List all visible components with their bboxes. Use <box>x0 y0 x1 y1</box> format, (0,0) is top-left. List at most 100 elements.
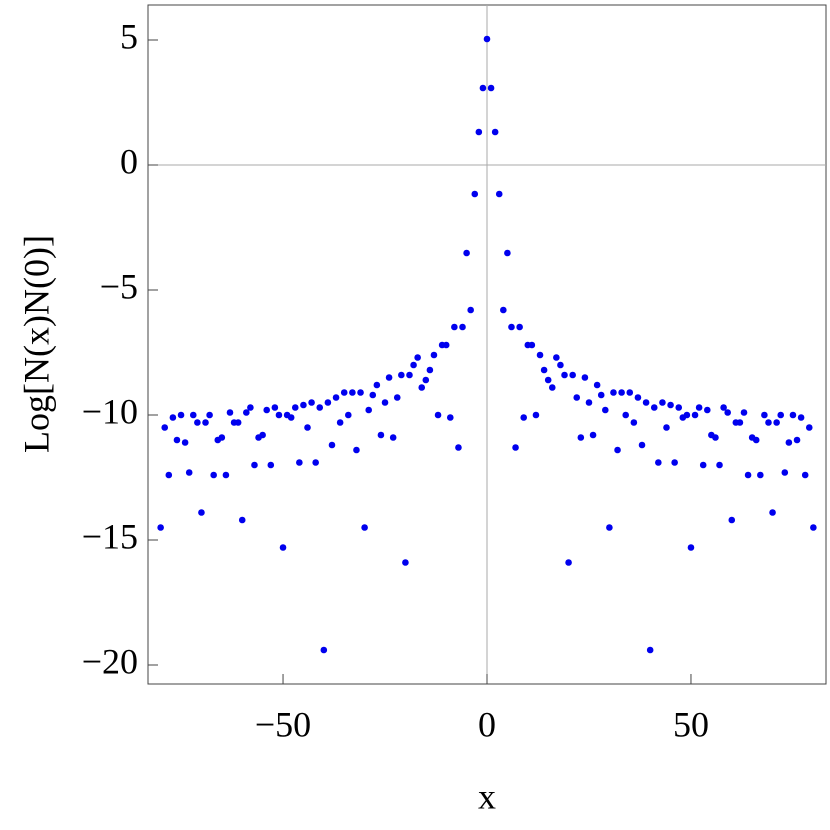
point <box>589 431 597 439</box>
y-tick-label: −10 <box>82 391 138 431</box>
point <box>675 404 683 411</box>
point <box>610 389 617 396</box>
point <box>194 419 201 426</box>
point <box>296 459 303 466</box>
point <box>381 399 389 406</box>
point <box>642 399 650 406</box>
point <box>446 414 454 421</box>
point <box>544 376 552 384</box>
point <box>475 128 483 136</box>
point <box>500 306 507 314</box>
point <box>740 409 748 416</box>
point <box>271 404 279 411</box>
point <box>385 374 393 381</box>
point <box>797 414 805 421</box>
point <box>455 444 462 451</box>
point <box>406 371 413 379</box>
point <box>508 323 515 331</box>
point <box>553 354 560 361</box>
point <box>316 404 324 411</box>
point <box>357 389 364 396</box>
point <box>442 341 450 349</box>
point <box>291 404 299 411</box>
point <box>667 401 674 409</box>
point <box>491 128 499 136</box>
point <box>630 419 638 426</box>
point <box>340 389 348 396</box>
point <box>691 411 699 419</box>
point <box>226 409 234 416</box>
point <box>577 434 585 441</box>
point <box>471 190 479 198</box>
point <box>650 404 658 411</box>
point <box>234 419 242 426</box>
point <box>332 394 340 401</box>
point <box>361 524 368 531</box>
point <box>548 384 556 391</box>
point <box>312 459 319 466</box>
point <box>810 524 817 531</box>
x-tick-label: −50 <box>255 704 311 744</box>
point <box>459 323 466 331</box>
point <box>720 404 727 411</box>
point <box>426 366 434 374</box>
point <box>414 354 421 361</box>
point <box>487 84 495 92</box>
point <box>736 419 744 426</box>
point <box>349 389 356 396</box>
point <box>573 394 581 401</box>
point <box>181 439 189 446</box>
point <box>202 419 209 426</box>
point <box>373 381 381 389</box>
point <box>398 371 405 379</box>
point <box>699 461 707 469</box>
point <box>463 249 470 257</box>
y-tick-label: −5 <box>100 266 138 306</box>
point <box>259 431 266 439</box>
point <box>793 436 801 444</box>
point <box>320 646 328 654</box>
point <box>532 411 540 419</box>
point <box>712 434 719 441</box>
point <box>483 35 491 43</box>
point <box>569 371 576 379</box>
point <box>369 391 377 399</box>
point <box>516 323 523 331</box>
point <box>614 446 621 454</box>
point <box>479 84 487 92</box>
point <box>161 424 169 431</box>
point <box>528 341 536 349</box>
point <box>761 411 768 419</box>
point <box>557 361 564 369</box>
point <box>222 471 230 479</box>
point <box>336 419 344 426</box>
point <box>744 471 752 479</box>
point <box>243 409 250 416</box>
point <box>410 361 417 369</box>
point <box>687 544 695 551</box>
point <box>773 419 780 426</box>
point <box>597 391 605 399</box>
point <box>185 469 193 476</box>
point <box>304 424 311 431</box>
point <box>659 399 666 406</box>
point <box>789 411 797 419</box>
point <box>189 411 197 419</box>
point <box>655 459 662 466</box>
point <box>512 444 519 451</box>
point <box>695 404 703 411</box>
point <box>275 411 283 419</box>
point <box>393 394 401 401</box>
point <box>626 389 634 396</box>
point <box>536 351 544 359</box>
point <box>765 419 772 426</box>
point <box>279 544 287 551</box>
point <box>585 399 593 406</box>
point <box>618 389 625 396</box>
point <box>467 306 474 314</box>
point <box>769 509 776 516</box>
point <box>565 559 572 566</box>
point <box>520 414 528 421</box>
